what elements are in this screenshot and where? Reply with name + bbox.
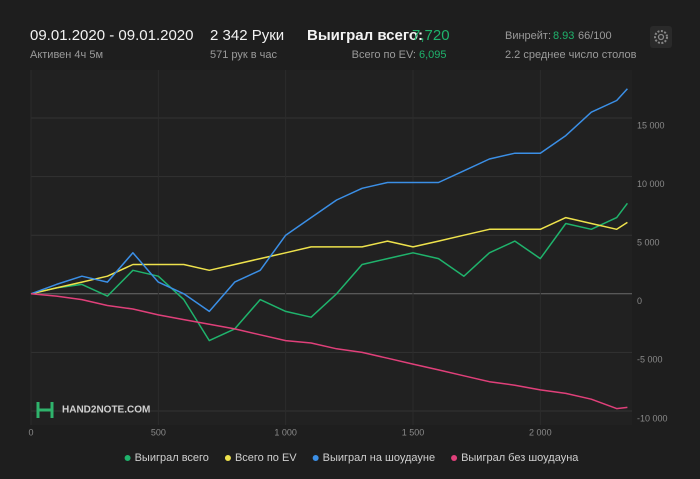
winrate-label: Винрейт: <box>505 30 551 42</box>
legend-marker <box>224 455 231 461</box>
settings-button[interactable] <box>650 26 672 48</box>
x-tick-label: 0 <box>28 427 33 437</box>
legend-marker <box>312 455 319 461</box>
ev-label: Всего по EV: <box>352 49 416 61</box>
series-line <box>30 202 629 342</box>
date-range: 09.01.2020 - 09.01.2020 <box>30 27 193 44</box>
won-value: 7,720 <box>412 27 450 44</box>
y-tick-label: 15 000 <box>637 120 665 130</box>
series-line <box>30 88 628 313</box>
ev-value: 6,095 <box>419 49 447 61</box>
hands-per-hour: 571 рук в час <box>210 49 278 61</box>
watermark: HAND2NOTE.COM <box>62 405 150 416</box>
tables: 2.2 среднее число столов <box>505 49 637 61</box>
series-line <box>30 293 628 410</box>
settings-box[interactable] <box>650 26 672 48</box>
x-tick-label: 1 500 <box>402 427 425 437</box>
series-line <box>30 216 628 295</box>
legend-marker <box>451 455 458 461</box>
logo-icon <box>36 402 54 418</box>
x-tick-label: 500 <box>151 427 166 437</box>
gear-hub[interactable] <box>657 33 665 41</box>
hands: 2 342 Руки <box>210 27 284 44</box>
y-tick-label: 0 <box>637 296 642 306</box>
x-tick-label: 1 000 <box>274 427 297 437</box>
logo <box>36 402 54 418</box>
gear[interactable] <box>654 30 668 44</box>
y-tick-label: 5 000 <box>637 238 660 248</box>
y-tick-label: -5 000 <box>637 355 663 365</box>
y-tick-label: -10 000 <box>637 413 668 423</box>
legend-label: Выиграл без шоудауна <box>461 452 579 464</box>
winrate-extra: 66/100 <box>578 30 612 42</box>
legend-label: Всего по EV <box>235 452 297 464</box>
legend-marker <box>124 455 131 461</box>
legend-label: Выиграл всего <box>135 452 209 464</box>
x-tick-label: 2 000 <box>529 427 552 437</box>
active-time: Активен 4ч 5м <box>30 49 103 61</box>
winrate-value: 8.93 <box>553 30 574 42</box>
won-label: Выиграл всего: <box>307 27 423 44</box>
legend-label: Выиграл на шоудауне <box>323 452 435 464</box>
y-tick-label: 10 000 <box>637 179 665 189</box>
